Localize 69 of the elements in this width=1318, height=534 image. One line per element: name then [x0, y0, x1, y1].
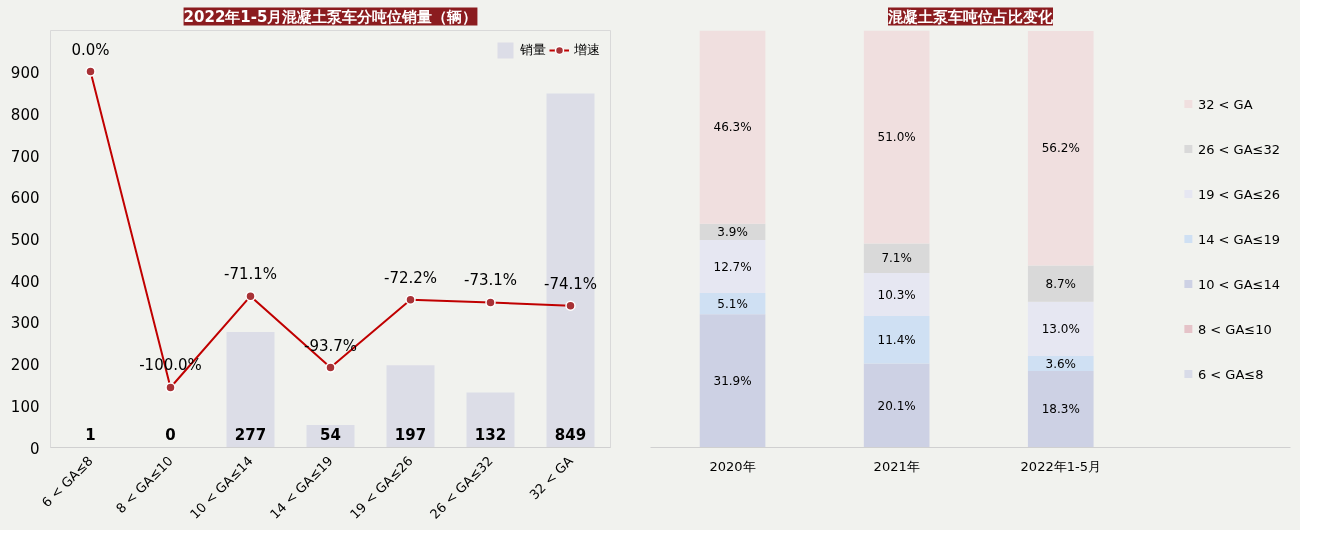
bar: [699, 314, 766, 448]
legend-label: 6 < GA≤8: [1197, 366, 1264, 381]
y-tick-label: 0: [29, 439, 40, 458]
bar: [699, 240, 766, 294]
x-tick-label: 2022年1-5月: [1020, 458, 1101, 474]
x-tick-label: 2021年: [873, 458, 920, 474]
chart-title: 混凝土泵车吨位占比变化: [887, 7, 1054, 26]
y-tick-label: 900: [10, 64, 40, 83]
data-label: 51.0%: [877, 129, 916, 144]
bar: [863, 243, 930, 274]
legend-label: 销量: [520, 41, 546, 59]
data-label: 31.9%: [713, 373, 752, 388]
y-tick-label: 500: [10, 231, 40, 249]
data-label: 12.7%: [713, 259, 752, 274]
data-label: 10.3%: [877, 287, 916, 302]
data-label: 46.3%: [713, 120, 752, 135]
y-tick-label: 300: [10, 314, 40, 333]
data-label: 1: [85, 425, 96, 444]
bar: [699, 30, 766, 224]
data-label: -74.1%: [543, 274, 598, 293]
legend-label: 26 < GA≤32: [1197, 141, 1280, 156]
legend-label: 8 < GA≤10: [1197, 321, 1272, 336]
data-label: 11.4%: [877, 332, 916, 347]
data-label: 132: [474, 425, 507, 444]
data-label: -71.1%: [223, 265, 278, 284]
data-label: 277: [234, 425, 267, 444]
bar: [1027, 301, 1094, 357]
x-tick-label: 2020年: [709, 458, 756, 474]
bar: [1027, 265, 1094, 302]
x-tick-label: 32 < GA: [526, 453, 576, 503]
legend-label: 19 < GA≤26: [1197, 186, 1280, 201]
data-label: 5.1%: [717, 296, 748, 311]
data-label: 56.2%: [1041, 141, 1080, 156]
data-label: 849: [554, 425, 587, 444]
bar: [863, 363, 930, 448]
data-label: -73.1%: [463, 271, 518, 290]
y-tick-label: 100: [10, 397, 40, 416]
bar: [863, 316, 930, 364]
bar: [226, 331, 275, 448]
data-label: 3.6%: [1045, 356, 1077, 371]
data-label: 0.0%: [71, 40, 110, 59]
data-label: 7.1%: [881, 251, 912, 266]
data-label: 8.7%: [1045, 276, 1077, 291]
bar: [863, 30, 930, 244]
y-tick-label: 400: [10, 272, 40, 291]
bar: [546, 93, 595, 448]
bar: [863, 273, 930, 317]
y-tick-label: 200: [10, 356, 40, 375]
data-label: 3.9%: [717, 224, 748, 239]
y-tick-label: 800: [10, 105, 40, 124]
data-label: 18.3%: [1041, 402, 1080, 417]
legend-label: 增速: [574, 41, 600, 59]
data-label: -72.2%: [383, 268, 438, 287]
data-label: 13.0%: [1041, 321, 1080, 336]
chart-title: 2022年1-5月混凝土泵车分吨位销量（辆）: [183, 7, 478, 26]
bar: [466, 392, 515, 448]
bar: [386, 365, 435, 448]
data-label: 197: [394, 425, 427, 444]
legend-label: 32 < GA: [1197, 96, 1253, 111]
data-label: 54: [320, 425, 341, 444]
y-tick-label: 600: [10, 189, 40, 208]
data-label: -93.7%: [303, 336, 358, 355]
bar: [1027, 371, 1094, 448]
data-label: 20.1%: [877, 398, 916, 413]
bar: [1027, 30, 1094, 266]
legend-label: 10 < GA≤14: [1197, 276, 1280, 291]
legend-label: 14 < GA≤19: [1197, 231, 1280, 246]
y-tick-label: 700: [10, 147, 40, 166]
data-label: 0: [165, 425, 176, 444]
